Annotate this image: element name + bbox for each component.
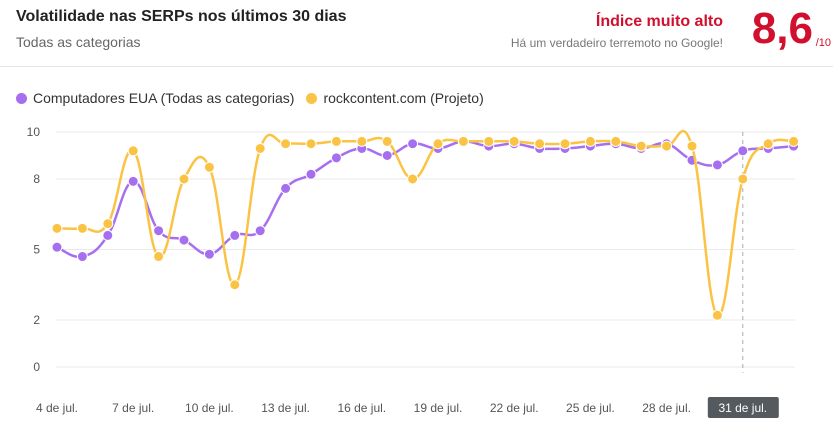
data-point-series-0 — [178, 234, 190, 246]
y-tick-label: 5 — [33, 243, 40, 257]
data-point-series-1 — [737, 173, 749, 185]
data-point-series-1 — [534, 138, 546, 150]
data-point-series-0 — [76, 251, 88, 263]
header-divider — [0, 66, 833, 67]
chart-legend: Computadores EUA (Todas as categorias) r… — [16, 90, 496, 106]
x-tick-label: 28 de jul. — [642, 401, 691, 415]
data-point-series-0 — [203, 248, 215, 260]
volatility-score: 8,6 — [751, 4, 813, 53]
data-point-series-0 — [51, 241, 63, 253]
data-point-series-1 — [457, 135, 469, 147]
data-point-series-1 — [381, 135, 393, 147]
legend-dot-icon — [306, 92, 318, 104]
data-point-series-1 — [610, 135, 622, 147]
legend-item-series-1[interactable]: rockcontent.com (Projeto) — [306, 90, 484, 106]
data-point-series-0 — [153, 225, 165, 237]
data-point-series-1 — [788, 135, 800, 147]
data-point-series-1 — [51, 222, 63, 234]
data-point-series-1 — [127, 145, 139, 157]
data-point-series-1 — [178, 173, 190, 185]
data-point-series-1 — [102, 218, 114, 230]
x-tick-highlight-badge — [707, 397, 779, 418]
data-point-series-1 — [762, 138, 774, 150]
data-point-series-0 — [407, 138, 419, 150]
data-point-series-1 — [407, 173, 419, 185]
data-point-series-1 — [635, 140, 647, 152]
legend-label: rockcontent.com (Projeto) — [323, 90, 484, 106]
data-point-series-0 — [305, 168, 317, 180]
legend-label: Computadores EUA (Todas as categorias) — [33, 90, 295, 106]
x-tick-label: 7 de jul. — [112, 401, 154, 415]
x-tick-label: 16 de jul. — [337, 401, 386, 415]
series-line-1 — [56, 129, 794, 317]
data-point-series-1 — [711, 309, 723, 321]
data-point-series-1 — [305, 138, 317, 150]
data-point-series-0 — [280, 182, 292, 194]
volatility-score-max: /10 — [815, 37, 831, 49]
y-tick-label: 2 — [33, 313, 40, 327]
x-tick-label: 4 de jul. — [36, 401, 78, 415]
volatility-index-label: Índice muito alto — [595, 13, 723, 30]
x-tick-label: 10 de jul. — [185, 401, 234, 415]
data-point-series-1 — [432, 138, 444, 150]
data-point-series-1 — [203, 161, 215, 173]
legend-dot-icon — [16, 92, 27, 104]
data-point-series-0 — [737, 145, 749, 157]
page-subtitle: Todas as categorias — [16, 34, 141, 50]
data-point-series-1 — [153, 251, 165, 263]
legend-item-series-0[interactable]: Computadores EUA (Todas as categorias) — [16, 90, 294, 106]
x-tick-label: 25 de jul. — [566, 401, 615, 415]
x-tick-label: 31 de jul. — [718, 401, 767, 415]
data-point-series-1 — [76, 222, 88, 234]
data-point-series-0 — [102, 229, 114, 241]
data-point-series-1 — [229, 279, 241, 291]
data-point-series-1 — [686, 140, 698, 152]
data-point-series-1 — [508, 135, 520, 147]
x-tick-label: 13 de jul. — [261, 401, 310, 415]
x-tick-label: 19 de jul. — [414, 401, 463, 415]
data-point-series-1 — [559, 138, 571, 150]
data-point-series-0 — [330, 152, 342, 164]
data-point-series-1 — [356, 135, 368, 147]
volatility-index-description: Há um verdadeiro terremoto no Google! — [510, 36, 723, 50]
y-tick-label: 0 — [33, 360, 40, 374]
data-point-series-0 — [254, 225, 266, 237]
data-point-series-0 — [711, 159, 723, 171]
data-point-series-1 — [483, 135, 495, 147]
y-tick-label: 10 — [27, 125, 41, 139]
data-point-series-1 — [280, 138, 292, 150]
page-title: Volatilidade nas SERPs nos últimos 30 di… — [16, 8, 347, 25]
data-point-series-1 — [254, 142, 266, 154]
data-point-series-1 — [330, 135, 342, 147]
data-point-series-1 — [661, 140, 673, 152]
data-point-series-0 — [229, 229, 241, 241]
data-point-series-0 — [127, 175, 139, 187]
x-tick-label: 22 de jul. — [490, 401, 539, 415]
data-point-series-1 — [584, 135, 596, 147]
y-tick-label: 8 — [33, 172, 40, 186]
data-point-series-0 — [381, 150, 393, 161]
